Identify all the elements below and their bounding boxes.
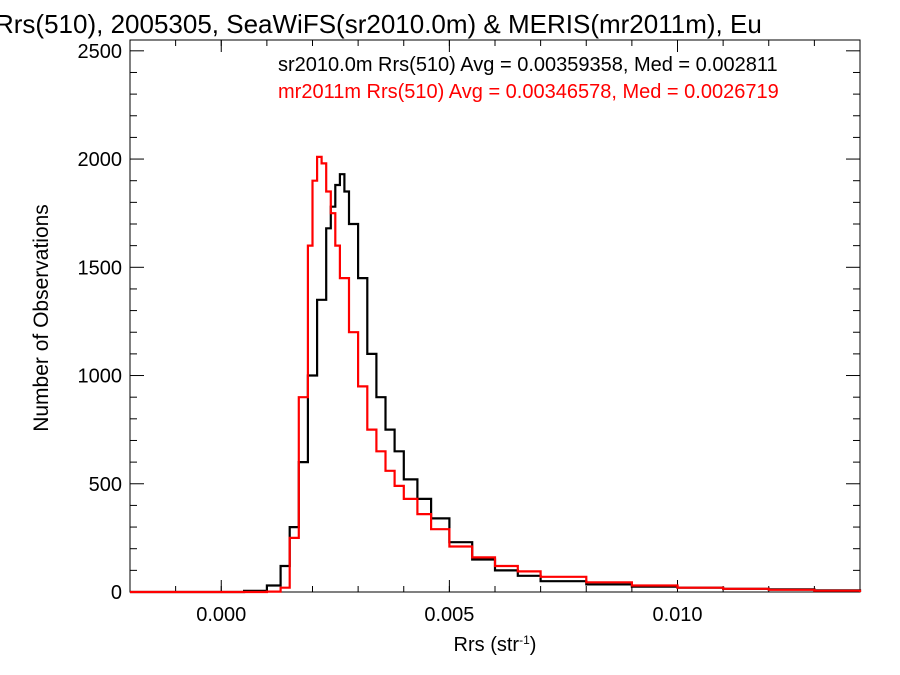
x-axis-label-superscript: -1 [519,633,530,647]
series-lines [130,155,862,594]
x-tick-label: 0.005 [424,604,474,626]
y-tick-label: 0 [111,582,122,604]
y-axis-label: Number of Observations [30,204,53,432]
x-axis-label-close: ) [530,634,537,656]
x-tick-label: 0.000 [196,604,246,626]
y-tick-label: 1000 [78,366,123,388]
x-axis-label: Rrs (str-1) [454,633,537,656]
y-tick-label: 2000 [78,149,123,171]
y-tick-label: 500 [89,474,122,496]
y-tick-label: 2500 [78,41,123,63]
x-tick-label: 0.010 [652,604,702,626]
chart-title: Rrs(510), 2005305, SeaWiFS(sr2010.0m) & … [0,9,762,39]
legend-entry-red: mr2011m Rrs(510) Avg = 0.00346578, Med =… [278,81,779,103]
legend-entry-black: sr2010.0m Rrs(510) Avg = 0.00359358, Med… [278,54,778,76]
series-line-red [130,155,862,594]
plot-frame [129,39,861,593]
x-axis-ticks: 0.000 0.005 0.010 [129,40,861,626]
y-axis-ticks: 0 500 1000 1500 2000 2500 [78,41,860,604]
y-tick-label: 1500 [78,257,123,279]
series-line-black [130,173,862,594]
plot-border [129,39,861,593]
